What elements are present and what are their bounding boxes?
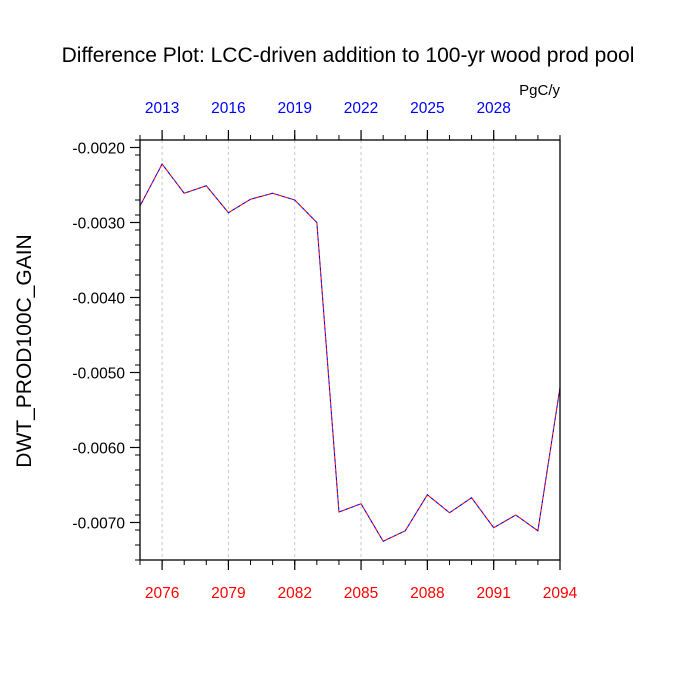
x-tick-label: 2091 (476, 585, 510, 602)
y-tick-label: -0.0030 (72, 216, 125, 233)
x-tick-label: 2082 (277, 585, 311, 602)
tick-labels: 2076 2079 2082 2085 2088 2091 2094 2013 2016 2019… (72, 100, 577, 602)
x-tick-label: 2079 (211, 585, 245, 602)
y-tick-label: -0.0050 (72, 366, 125, 383)
x-top-tick-label: 2019 (277, 100, 311, 117)
x-tick-label: 2085 (344, 585, 378, 602)
y-tick-label: -0.0020 (72, 141, 125, 158)
series-line-red-dash (139, 162, 561, 542)
x-top-tick-label: 2016 (211, 100, 245, 117)
data-series (139, 162, 561, 542)
y-axis-label: DWT_PROD100C_GAIN (13, 234, 36, 467)
x-top-tick-label: 2013 (145, 100, 179, 117)
axis-ticks (130, 130, 561, 570)
series-line-blue-dash (139, 162, 561, 542)
y-tick-label: -0.0060 (72, 441, 125, 458)
plot-frame (139, 139, 561, 561)
x-tick-label: 2094 (543, 585, 578, 602)
chart-title: Difference Plot: LCC-driven addition to … (62, 44, 635, 67)
x-top-tick-label: 2022 (344, 100, 378, 117)
units-label: PgC/y (519, 82, 560, 99)
x-top-tick-label: 2025 (410, 100, 444, 117)
x-tick-label: 2088 (410, 585, 444, 602)
x-tick-label: 2076 (145, 585, 179, 602)
y-tick-label: -0.0070 (72, 516, 125, 533)
x-top-tick-label: 2028 (476, 100, 510, 117)
grid-lines (161, 140, 495, 560)
y-tick-label: -0.0040 (72, 291, 125, 308)
